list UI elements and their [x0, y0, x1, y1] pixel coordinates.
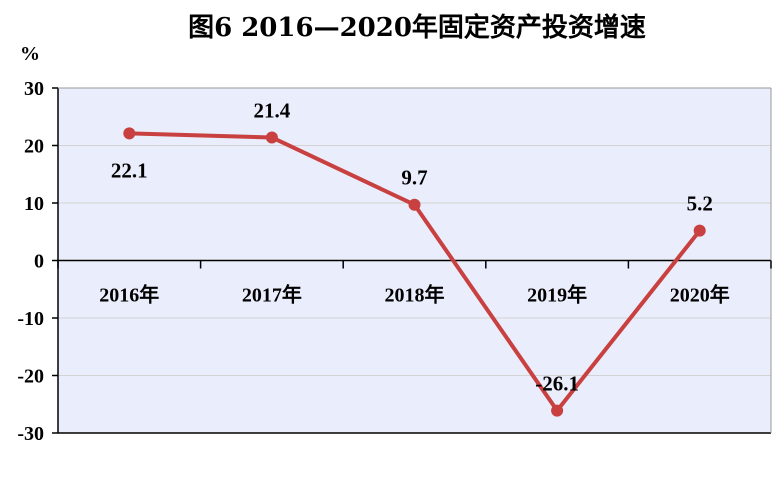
- data-point: [123, 127, 136, 140]
- data-point: [265, 131, 278, 144]
- data-point: [408, 198, 421, 211]
- y-tick-label: 0: [34, 251, 44, 273]
- x-category-labels: 2016年 2017年 2018年 2019年 2020年: [99, 283, 729, 307]
- y-tick-label: 30: [24, 78, 44, 100]
- x-category-label: 2016年: [99, 283, 159, 307]
- data-label: 21.4: [254, 98, 291, 122]
- data-label: 5.2: [687, 192, 713, 216]
- y-tick-label: -20: [17, 366, 44, 388]
- y-tick-labels: 30 20 10 0 -10 -20 -30: [17, 78, 44, 445]
- data-point: [693, 224, 706, 237]
- y-tick-label: 20: [24, 136, 44, 158]
- y-tick-label: 10: [24, 193, 44, 215]
- y-tick-label: -10: [17, 308, 44, 330]
- x-category-label: 2020年: [670, 283, 730, 307]
- data-labels: 22.1 21.4 9.7 -26.1 5.2: [111, 98, 713, 395]
- x-category-label: 2017年: [242, 283, 302, 307]
- axes: [52, 87, 772, 434]
- x-category-label: 2018年: [385, 283, 445, 307]
- data-point: [551, 404, 564, 417]
- y-tick-label: -30: [17, 423, 44, 445]
- data-label: 9.7: [401, 166, 427, 190]
- data-label: 22.1: [111, 158, 148, 182]
- x-category-label: 2019年: [527, 283, 587, 307]
- data-label: -26.1: [535, 372, 579, 396]
- chart-title: 图6 2016—2020年固定资产投资增速: [188, 12, 646, 43]
- data-points: [123, 127, 706, 417]
- y-axis-unit-label: %: [20, 43, 40, 65]
